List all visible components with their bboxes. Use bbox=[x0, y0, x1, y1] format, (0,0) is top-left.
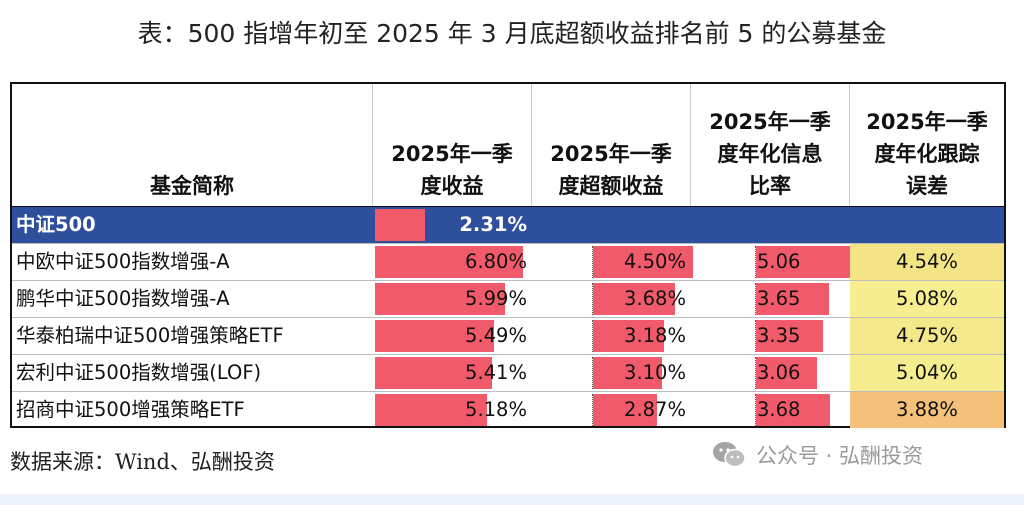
wechat-icon bbox=[713, 442, 746, 468]
tracking-error-cell: 3.88% bbox=[850, 392, 1004, 428]
tracking-error-value: 4.75% bbox=[896, 324, 958, 347]
q1-return-bar bbox=[375, 209, 425, 241]
q1-return-bar bbox=[375, 357, 492, 389]
page-title: 表：500 指增年初至 2025 年 3 月底超额收益排名前 5 的公募基金 bbox=[137, 19, 887, 48]
q1-return-value: 5.99% bbox=[465, 287, 527, 310]
watermark-text: 公众号 · 弘酬投资 bbox=[756, 444, 924, 468]
info-ratio-value: 3.68 bbox=[757, 398, 801, 421]
tracking-error-value: 4.54% bbox=[896, 250, 958, 273]
header-info-ratio: 2025年一季 度年化信息 比率 bbox=[709, 110, 831, 198]
info-ratio-bar bbox=[756, 357, 817, 389]
info-ratio-bar bbox=[756, 394, 830, 426]
excess-return-value: 2.87% bbox=[624, 398, 686, 421]
fund-name: 华泰柏瑞中证500增强策略ETF bbox=[16, 324, 284, 347]
table-row: 招商中证500增强策略ETF 5.18% 2.87% 3.68 3.88% bbox=[12, 391, 1004, 428]
excess-axis bbox=[592, 320, 593, 352]
tracking-error-value: 3.88% bbox=[896, 398, 958, 421]
tracking-error-cell: 5.04% bbox=[850, 355, 1004, 391]
info-ratio-value: 3.65 bbox=[757, 287, 801, 310]
excess-axis bbox=[592, 394, 593, 426]
info-ratio-value: 5.06 bbox=[757, 250, 801, 273]
tracking-error-value: 5.08% bbox=[896, 287, 958, 310]
excess-return-value: 4.50% bbox=[624, 250, 686, 273]
q1-return-value: 5.49% bbox=[465, 324, 527, 347]
info-ratio-value: 3.35 bbox=[757, 324, 801, 347]
q1-return-bar bbox=[375, 246, 523, 278]
excess-return-bar bbox=[593, 394, 657, 426]
q1-return-cell: 5.41% bbox=[373, 355, 531, 391]
q1-return-cell: 2.31% bbox=[373, 207, 531, 243]
info-ratio-bar bbox=[756, 246, 857, 278]
q1-return-bar bbox=[375, 283, 505, 315]
header-q1-excess: 2025年一季 度超额收益 bbox=[550, 142, 672, 198]
excess-return-bar bbox=[593, 283, 675, 315]
q1-return-cell: 5.18% bbox=[373, 392, 531, 428]
tracking-error-cell: 5.08% bbox=[850, 281, 1004, 317]
fund-name: 中欧中证500指数增强-A bbox=[16, 250, 230, 273]
excess-return-cell: 2.87% bbox=[532, 392, 690, 428]
info-ratio-cell: 3.35 bbox=[691, 318, 849, 354]
tracking-error-value: 5.04% bbox=[896, 361, 958, 384]
excess-axis bbox=[592, 246, 593, 278]
table-row: 华泰柏瑞中证500增强策略ETF 5.49% 3.18% 3.35 4.75% bbox=[12, 317, 1004, 354]
info-ratio-axis bbox=[755, 357, 756, 389]
q1-return-cell: 5.99% bbox=[373, 281, 531, 317]
excess-return-value: 3.18% bbox=[624, 324, 686, 347]
info-ratio-cell: 3.65 bbox=[691, 281, 849, 317]
excess-return-cell: 3.10% bbox=[532, 355, 690, 391]
info-ratio-bar bbox=[756, 320, 823, 352]
fund-name: 中证500 bbox=[16, 213, 96, 236]
info-ratio-bar bbox=[756, 283, 829, 315]
info-ratio-cell: 3.06 bbox=[691, 355, 849, 391]
tracking-error-cell: 4.75% bbox=[850, 318, 1004, 354]
tracking-error-cell: 4.54% bbox=[850, 244, 1004, 280]
data-source-note: 数据来源：Wind、弘酬投资 bbox=[10, 450, 275, 474]
q1-return-cell: 6.80% bbox=[373, 244, 531, 280]
header-q1-return: 2025年一季 度收益 bbox=[391, 142, 513, 198]
table-row: 鹏华中证500指数增强-A 5.99% 3.68% 3.65 5.08% bbox=[12, 280, 1004, 317]
q1-return-bar bbox=[375, 320, 494, 352]
info-ratio-cell: 5.06 bbox=[691, 244, 857, 280]
info-ratio-cell: 3.68 bbox=[691, 392, 849, 428]
watermark: 公众号 · 弘酬投资 bbox=[712, 438, 923, 472]
excess-return-bar bbox=[593, 246, 693, 278]
excess-return-value: 3.10% bbox=[624, 361, 686, 384]
fund-name: 招商中证500增强策略ETF bbox=[16, 398, 245, 421]
info-ratio-value: 3.06 bbox=[757, 361, 801, 384]
table-row: 中欧中证500指数增强-A 6.80% 4.50% 5.06 4.54% bbox=[12, 243, 1004, 280]
q1-return-value: 6.80% bbox=[465, 250, 527, 273]
info-ratio-axis bbox=[755, 246, 756, 278]
excess-return-cell: 4.50% bbox=[532, 244, 693, 280]
header-fund-name: 基金简称 bbox=[150, 174, 234, 198]
q1-return-value: 2.31% bbox=[459, 213, 527, 236]
info-ratio-axis bbox=[755, 320, 756, 352]
excess-return-cell: 3.68% bbox=[532, 281, 690, 317]
table-row: 宏利中证500指数增强(LOF) 5.41% 3.10% 3.06 5.04% bbox=[12, 354, 1004, 391]
info-ratio-axis bbox=[755, 394, 756, 426]
fund-table: 基金简称 2025年一季 度收益 2025年一季 度超额收益 2025年一季 度… bbox=[10, 82, 1006, 428]
excess-axis bbox=[592, 357, 593, 389]
info-ratio-axis bbox=[755, 283, 756, 315]
q1-return-bar bbox=[375, 394, 487, 426]
excess-return-value: 3.68% bbox=[624, 287, 686, 310]
index-row: 中证500 2.31% bbox=[12, 206, 1004, 243]
q1-return-value: 5.18% bbox=[465, 398, 527, 421]
excess-return-cell: 3.18% bbox=[532, 318, 690, 354]
bottom-strip bbox=[0, 494, 1024, 505]
q1-return-value: 5.41% bbox=[465, 361, 527, 384]
excess-return-bar bbox=[593, 357, 662, 389]
q1-return-cell: 5.49% bbox=[373, 318, 531, 354]
fund-name: 宏利中证500指数增强(LOF) bbox=[16, 361, 262, 384]
excess-return-bar bbox=[593, 320, 664, 352]
excess-axis bbox=[592, 283, 593, 315]
header-tracking-error: 2025年一季 度年化跟踪 误差 bbox=[866, 110, 988, 198]
table-header: 基金简称 2025年一季 度收益 2025年一季 度超额收益 2025年一季 度… bbox=[12, 84, 1004, 206]
fund-name: 鹏华中证500指数增强-A bbox=[16, 287, 230, 310]
